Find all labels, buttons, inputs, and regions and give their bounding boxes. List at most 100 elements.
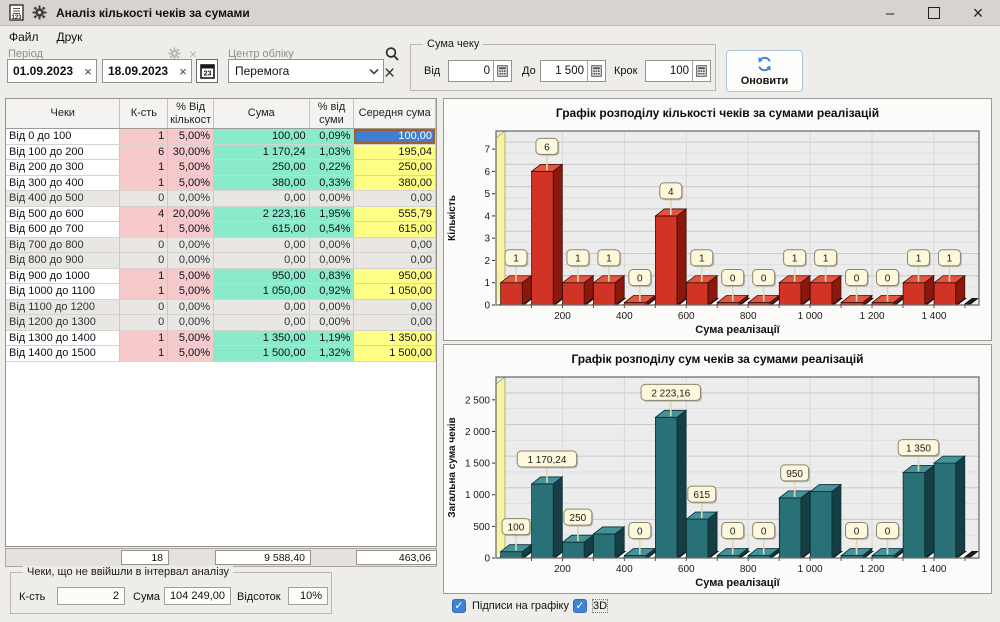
to-input[interactable]: 1 500 bbox=[540, 60, 606, 82]
table-cell[interactable]: 100,00 bbox=[354, 129, 436, 145]
table-cell[interactable]: Від 1000 до 1100 bbox=[6, 284, 121, 300]
table-cell[interactable]: 0,83% bbox=[309, 268, 355, 284]
table-cell[interactable]: 1 170,24 bbox=[214, 144, 310, 160]
table-cell[interactable]: Від 300 до 400 bbox=[6, 175, 121, 191]
table-cell[interactable]: 380,00 bbox=[214, 175, 310, 191]
table-row[interactable]: Від 200 до 300 1 5,00% 250,00 0,22% 250,00 bbox=[6, 160, 436, 176]
table-cell[interactable]: 380,00 bbox=[354, 175, 436, 191]
table-cell[interactable]: Від 600 до 700 bbox=[6, 222, 121, 238]
step-calculator-button[interactable] bbox=[692, 61, 710, 81]
table-cell[interactable]: 100,00 bbox=[214, 129, 310, 145]
table-cell[interactable]: 0,00 bbox=[214, 315, 310, 331]
table-cell[interactable]: Від 1400 до 1500 bbox=[6, 346, 121, 362]
menu-print[interactable]: Друк bbox=[56, 29, 83, 44]
center-clear-icon[interactable]: × bbox=[384, 63, 396, 84]
table-cell[interactable]: Від 1100 до 1200 bbox=[6, 299, 121, 315]
table-cell[interactable]: 0,00% bbox=[168, 253, 215, 269]
to-calculator-button[interactable] bbox=[587, 61, 605, 81]
checkbox-3d[interactable]: ✓ 3D bbox=[573, 599, 609, 613]
table-cell[interactable]: Від 1200 до 1300 bbox=[6, 315, 121, 331]
table-cell[interactable]: 5,00% bbox=[168, 222, 215, 238]
table-cell[interactable]: 0,00% bbox=[168, 299, 215, 315]
table-row[interactable]: Від 600 до 700 1 5,00% 615,00 0,54% 615,00 bbox=[6, 222, 436, 238]
table-cell[interactable]: 0,00% bbox=[309, 299, 355, 315]
search-icon[interactable] bbox=[384, 46, 400, 62]
table-cell[interactable]: 0,00% bbox=[309, 237, 355, 253]
table-cell[interactable]: 615,00 bbox=[354, 222, 436, 238]
table-cell[interactable]: 1 350,00 bbox=[214, 330, 310, 346]
table-cell[interactable]: Від 500 до 600 bbox=[6, 206, 121, 222]
column-header[interactable]: Середня сума bbox=[354, 99, 436, 128]
table-cell[interactable]: 6 bbox=[120, 144, 169, 160]
table-cell[interactable]: 0,00% bbox=[168, 315, 215, 331]
table-cell[interactable]: 615,00 bbox=[214, 222, 310, 238]
table-cell[interactable]: 1 bbox=[120, 346, 169, 362]
table-cell[interactable]: 0,00% bbox=[309, 315, 355, 331]
table-cell[interactable]: 555,79 bbox=[354, 206, 436, 222]
table-cell[interactable]: 1 050,00 bbox=[354, 284, 436, 300]
table-cell[interactable]: 30,00% bbox=[168, 144, 215, 160]
menu-file[interactable]: Файл bbox=[9, 29, 39, 44]
column-header[interactable]: К-сть bbox=[120, 99, 169, 128]
table-row[interactable]: Від 300 до 400 1 5,00% 380,00 0,33% 380,00 bbox=[6, 175, 436, 191]
table-cell[interactable]: 0,00% bbox=[168, 191, 215, 207]
table-cell[interactable]: 0,33% bbox=[309, 175, 355, 191]
table-cell[interactable]: 0,00% bbox=[309, 191, 355, 207]
table-cell[interactable]: Від 200 до 300 bbox=[6, 160, 121, 176]
table-cell[interactable]: 1 bbox=[120, 284, 169, 300]
table-cell[interactable]: 1 bbox=[120, 268, 169, 284]
table-cell[interactable]: 0,00 bbox=[214, 237, 310, 253]
table-row[interactable]: Від 0 до 100 1 5,00% 100,00 0,09% 100,00 bbox=[6, 129, 436, 145]
table-cell[interactable]: Від 100 до 200 bbox=[6, 144, 121, 160]
from-input[interactable]: 0 bbox=[448, 60, 512, 82]
checkbox-icon[interactable]: ✓ bbox=[452, 599, 466, 613]
table-row[interactable]: Від 100 до 200 6 30,00% 1 170,24 1,03% 195,04 bbox=[6, 144, 436, 160]
table-cell[interactable]: Від 900 до 1000 bbox=[6, 268, 121, 284]
calendar-button[interactable]: 23 bbox=[196, 59, 218, 83]
table-row[interactable]: Від 800 до 900 0 0,00% 0,00 0,00% 0,00 bbox=[6, 253, 436, 269]
column-header[interactable]: Сума bbox=[214, 99, 310, 128]
table-cell[interactable]: 0 bbox=[120, 253, 169, 269]
table-row[interactable]: Від 400 до 500 0 0,00% 0,00 0,00% 0,00 bbox=[6, 191, 436, 207]
table-cell[interactable]: 0 bbox=[120, 191, 169, 207]
table-cell[interactable]: Від 700 до 800 bbox=[6, 237, 121, 253]
table-cell[interactable]: Від 1300 до 1400 bbox=[6, 330, 121, 346]
table-row[interactable]: Від 900 до 1000 1 5,00% 950,00 0,83% 950,00 bbox=[6, 268, 436, 284]
column-header[interactable]: % від суми bbox=[310, 99, 355, 128]
from-calculator-button[interactable] bbox=[493, 61, 511, 81]
table-cell[interactable]: 0,09% bbox=[309, 129, 355, 145]
table-cell[interactable]: 0 bbox=[120, 237, 169, 253]
table-row[interactable]: Від 1100 до 1200 0 0,00% 0,00 0,00% 0,00 bbox=[6, 299, 436, 315]
table-cell[interactable]: 0,54% bbox=[309, 222, 355, 238]
table-cell[interactable]: 5,00% bbox=[168, 346, 215, 362]
close-button[interactable] bbox=[956, 0, 1000, 26]
table-cell[interactable]: 0,00 bbox=[214, 191, 310, 207]
table-cell[interactable]: 2 223,16 bbox=[214, 206, 310, 222]
table-cell[interactable]: 4 bbox=[120, 206, 169, 222]
table-cell[interactable]: 0 bbox=[120, 299, 169, 315]
table-cell[interactable]: 0,00 bbox=[354, 315, 436, 331]
date-from-field[interactable]: 01.09.2023 × bbox=[7, 59, 97, 83]
table-cell[interactable]: 1 350,00 bbox=[354, 330, 436, 346]
table-cell[interactable]: 20,00% bbox=[168, 206, 215, 222]
table-cell[interactable]: 1 bbox=[120, 222, 169, 238]
table-cell[interactable]: 0,92% bbox=[309, 284, 355, 300]
table-cell[interactable]: 1 bbox=[120, 160, 169, 176]
column-header[interactable]: % Від кількост bbox=[168, 99, 215, 128]
maximize-button[interactable] bbox=[912, 0, 956, 26]
table-cell[interactable]: 1 bbox=[120, 330, 169, 346]
table-cell[interactable]: Від 400 до 500 bbox=[6, 191, 121, 207]
table-cell[interactable]: 0,22% bbox=[309, 160, 355, 176]
table-cell[interactable]: 1 500,00 bbox=[214, 346, 310, 362]
table-cell[interactable]: 0,00% bbox=[168, 237, 215, 253]
minimize-button[interactable] bbox=[868, 0, 912, 26]
table-cell[interactable]: 1 bbox=[120, 175, 169, 191]
table-cell[interactable]: 1 bbox=[120, 129, 169, 145]
table-cell[interactable]: 950,00 bbox=[354, 268, 436, 284]
checkbox-icon[interactable]: ✓ bbox=[573, 599, 587, 613]
step-input[interactable]: 100 bbox=[645, 60, 711, 82]
table-row[interactable]: Від 1000 до 1100 1 5,00% 1 050,00 0,92% 1 050… bbox=[6, 284, 436, 300]
table-row[interactable]: Від 700 до 800 0 0,00% 0,00 0,00% 0,00 bbox=[6, 237, 436, 253]
table-row[interactable]: Від 500 до 600 4 20,00% 2 223,16 1,95% 555,79 bbox=[6, 206, 436, 222]
period-clear-icon[interactable]: × bbox=[189, 46, 198, 62]
